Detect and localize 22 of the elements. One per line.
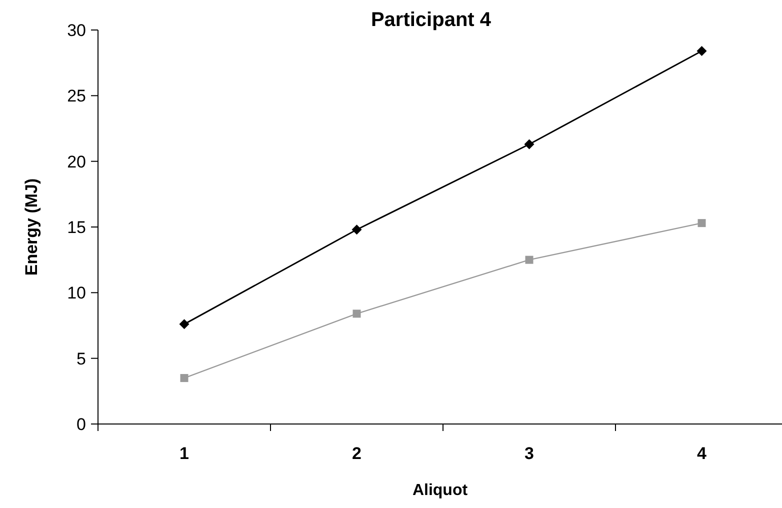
y-tick-label: 25 (67, 86, 86, 106)
x-tick-label: 1 (180, 444, 189, 463)
point (696, 46, 707, 56)
x-axis-title: Aliquot (412, 482, 468, 499)
point (525, 256, 534, 264)
point (524, 139, 534, 150)
point (180, 374, 188, 382)
x-tick-label: 4 (697, 444, 708, 463)
y-axis-title: Energy (MJ) (22, 178, 41, 276)
y-tick-label: 20 (67, 152, 86, 172)
point (352, 310, 361, 318)
y-tick-label: 30 (67, 20, 86, 40)
y-tick-label: 15 (67, 218, 86, 237)
point (352, 224, 362, 235)
x-tick-label: 3 (524, 444, 534, 463)
y-tick-label: 0 (76, 414, 86, 434)
chart-title: Participant 4 (370, 9, 492, 31)
point (698, 219, 706, 228)
x-tick-label: 2 (352, 444, 362, 463)
y-tick-label: 5 (76, 349, 86, 368)
point (179, 319, 190, 330)
y-tick-label: 10 (67, 284, 86, 303)
